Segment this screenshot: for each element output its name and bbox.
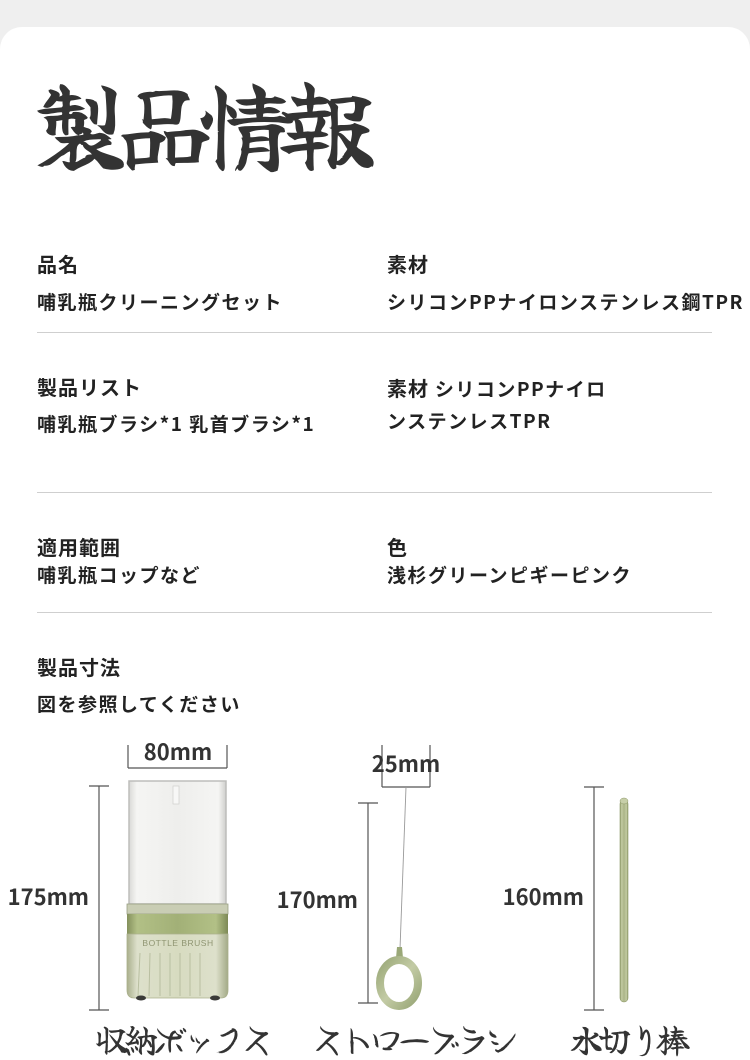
svg-text:BOTTLE BRUSH: BOTTLE BRUSH (142, 938, 213, 948)
svg-text:170mm: 170mm (277, 883, 358, 915)
svg-text:160mm: 160mm (503, 880, 584, 912)
svg-text:ストローブラシ: ストローブラシ (311, 1014, 517, 1060)
svg-text:175mm: 175mm (8, 880, 89, 912)
svg-text:水切り棒: 水切り棒 (569, 1014, 691, 1060)
svg-text:80mm: 80mm (144, 735, 212, 767)
svg-text:収納ボックス: 収納ボックス (95, 1014, 269, 1060)
svg-text:25mm: 25mm (372, 747, 440, 779)
